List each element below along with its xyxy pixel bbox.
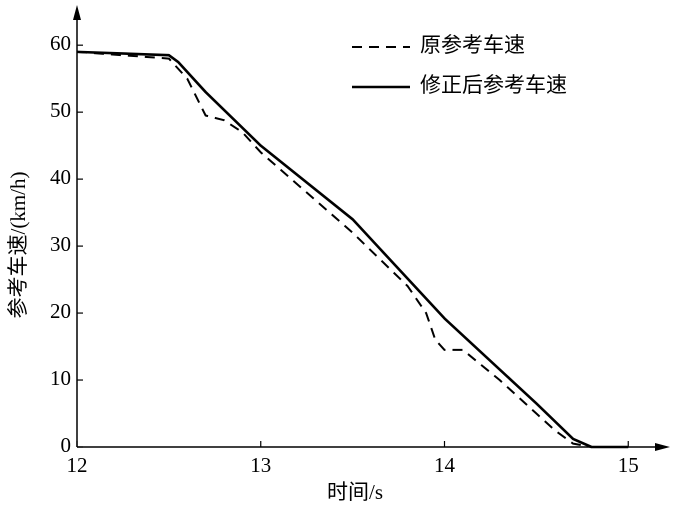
y-tick-label: 60: [50, 31, 71, 55]
x-axis-arrow: [655, 443, 670, 451]
x-tick-label: 13: [250, 453, 271, 477]
x-axis-label: 时间/s: [327, 480, 383, 504]
y-tick-label: 0: [61, 433, 72, 457]
y-tick-label: 30: [50, 232, 71, 256]
y-axis-label: 参考车速/(km/h): [6, 172, 30, 319]
legend-label: 修正后参考车速: [420, 73, 567, 97]
x-tick-label: 14: [434, 453, 456, 477]
y-tick-label: 40: [50, 165, 71, 189]
series-line: [76, 50, 592, 448]
y-tick-label: 10: [50, 366, 71, 390]
y-tick-label: 50: [50, 98, 71, 122]
x-tick-label: 12: [67, 453, 88, 477]
series-line: [76, 50, 629, 449]
x-tick-label: 15: [618, 453, 639, 477]
legend-label: 原参考车速: [420, 33, 525, 57]
y-tick-label: 20: [50, 299, 71, 323]
y-axis-arrow: [73, 5, 81, 20]
